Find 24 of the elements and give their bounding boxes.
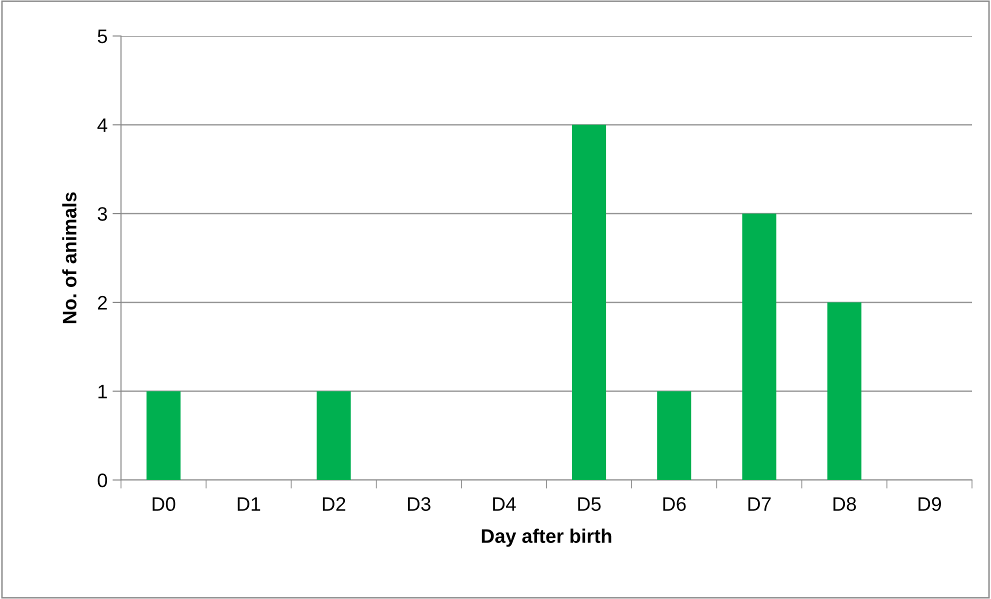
x-tick-label: D3 xyxy=(408,497,430,511)
x-axis-title: Day after birth xyxy=(482,528,612,547)
y-tick-label: 4 xyxy=(97,118,108,132)
y-tick-label: 3 xyxy=(98,207,107,221)
x-tick-label: D4 xyxy=(493,497,516,511)
bar xyxy=(146,391,181,480)
x-tick-label: D7 xyxy=(748,497,771,511)
bar xyxy=(572,124,606,480)
bar xyxy=(316,391,351,480)
x-tick-label: D2 xyxy=(322,497,346,511)
bar xyxy=(742,214,776,480)
y-tick-label: 5 xyxy=(98,30,107,44)
x-tick-label: D0 xyxy=(152,497,176,511)
y-tick-label: 1 xyxy=(98,384,107,398)
x-tick-label: D6 xyxy=(663,497,686,511)
y-tick-label: 2 xyxy=(98,296,107,310)
y-tick-label: 0 xyxy=(98,473,108,488)
bar xyxy=(657,391,692,480)
x-tick-label: D8 xyxy=(834,497,856,511)
y-axis-title: No. of animals xyxy=(62,192,76,324)
x-tick-label: D9 xyxy=(918,497,941,511)
bar xyxy=(827,302,862,480)
x-tick-label: D5 xyxy=(578,497,601,511)
x-tick-label: D1 xyxy=(238,497,260,511)
